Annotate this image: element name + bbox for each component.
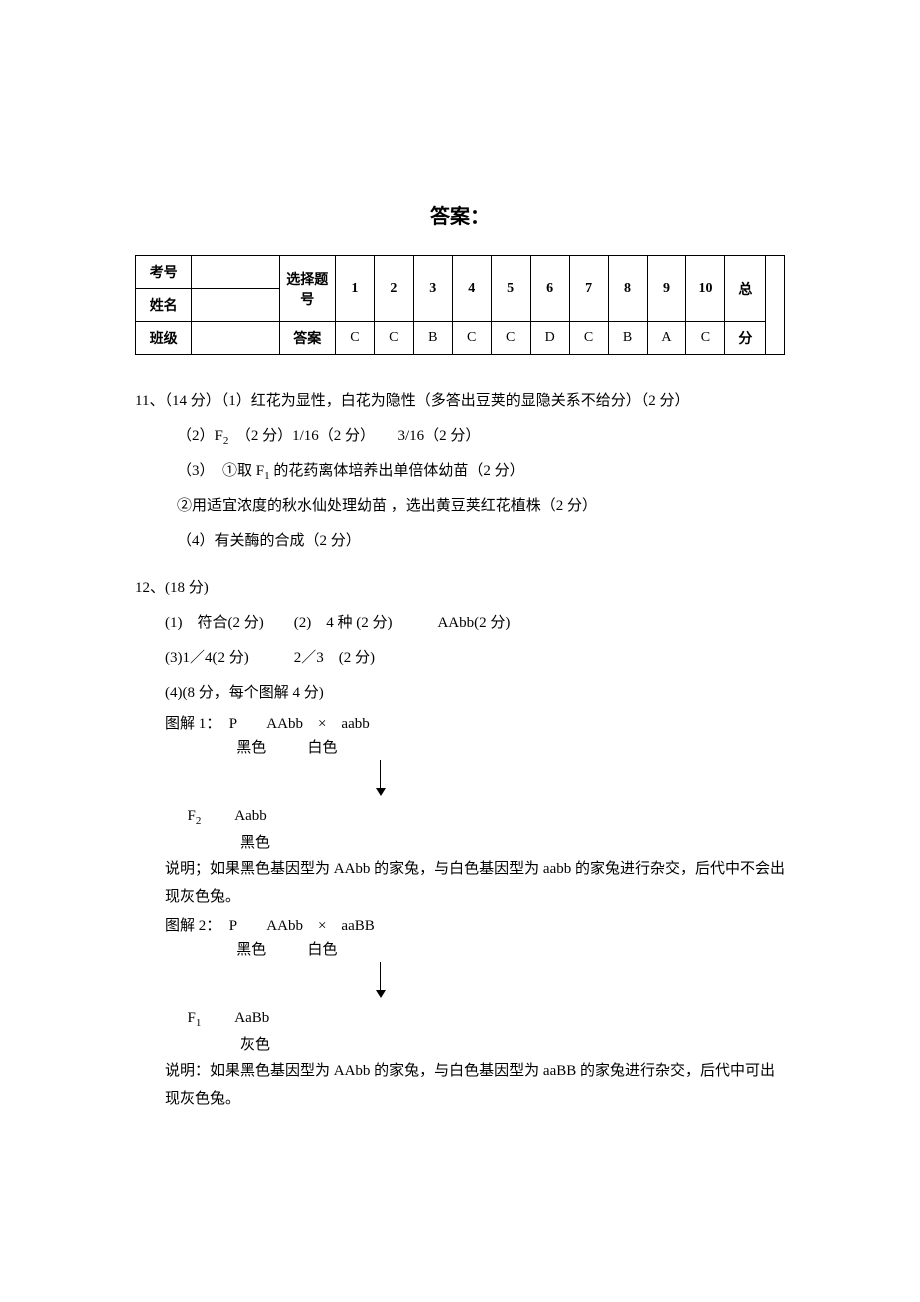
q11-header: 11、（14 分）（1）红花为显性，白花为隐性（多答出豆荚的显隐关系不给分）（2… xyxy=(135,385,785,418)
q12-line2: (3)1／4(2 分) 2／3 (2 分) xyxy=(135,642,785,675)
total-bottom: 分 xyxy=(725,322,766,355)
col-5: 5 xyxy=(491,256,530,322)
blank-kaohao xyxy=(192,256,279,289)
q12-line3: (4)(8 分，每个图解 4 分) xyxy=(135,677,785,710)
blank-banji xyxy=(192,322,279,355)
col-7: 7 xyxy=(569,256,608,322)
row-label-kaohao: 考号 xyxy=(136,256,192,289)
ans-10: C xyxy=(686,322,725,355)
answer-label: 答案 xyxy=(279,322,335,355)
col-4: 4 xyxy=(452,256,491,322)
ans-8: B xyxy=(608,322,647,355)
content-body: 11、（14 分）（1）红花为显性，白花为隐性（多答出豆荚的显隐关系不给分）（2… xyxy=(135,385,785,1114)
col-1: 1 xyxy=(335,256,374,322)
col-8: 8 xyxy=(608,256,647,322)
col-10: 10 xyxy=(686,256,725,322)
col-6: 6 xyxy=(530,256,569,322)
diagram-1: 图解 1： P AAbb × aabb 黑色 白色 F2 Aabb 黑色 xyxy=(165,712,785,855)
ans-2: C xyxy=(374,322,413,355)
col-9: 9 xyxy=(647,256,686,322)
answer-table: 考号 选择题号 1 2 3 4 5 6 7 8 9 10 总 姓名 班级 答案 … xyxy=(135,255,785,355)
ans-4: C xyxy=(452,322,491,355)
arrow-down-icon xyxy=(375,760,387,796)
q12-line1: (1) 符合(2 分) (2) 4 种 (2 分) AAbb(2 分) xyxy=(135,607,785,640)
blank-xingming xyxy=(192,289,279,322)
blank-end xyxy=(766,256,785,355)
q11-line5: （4）有关酶的合成（2 分） xyxy=(135,525,785,558)
q12-header: 12、(18 分) xyxy=(135,572,785,605)
q11-line4: ②用适宜浓度的秋水仙处理幼苗 ，选出黄豆荚红花植株（2 分） xyxy=(135,490,785,523)
ans-9: A xyxy=(647,322,686,355)
arrow-down-icon xyxy=(375,962,387,998)
total-top: 总 xyxy=(725,256,766,322)
ans-5: C xyxy=(491,322,530,355)
col-3: 3 xyxy=(413,256,452,322)
ans-1: C xyxy=(335,322,374,355)
page-title: 答案： xyxy=(135,200,785,229)
q11-line3: （3） ①取 F1 的花药离体培养出单倍体幼苗（2 分） xyxy=(135,455,785,488)
ans-6: D xyxy=(530,322,569,355)
q11-line2: （2）F2 （2 分）1/16（2 分） 3/16（2 分） xyxy=(135,420,785,453)
ans-3: B xyxy=(413,322,452,355)
diagram2-explain: 说明：如果黑色基因型为 AAbb 的家兔，与白色基因型为 aaBB 的家兔进行杂… xyxy=(135,1057,785,1114)
row-label-xingming: 姓名 xyxy=(136,289,192,322)
row-label-banji: 班级 xyxy=(136,322,192,355)
ans-7: C xyxy=(569,322,608,355)
diagram-2: 图解 2： P AAbb × aaBB 黑色 白色 F1 AaBb 灰色 xyxy=(165,914,785,1057)
diagram1-explain: 说明；如果黑色基因型为 AAbb 的家兔，与白色基因型为 aabb 的家兔进行杂… xyxy=(135,855,785,912)
col-2: 2 xyxy=(374,256,413,322)
col-header-left: 选择题号 xyxy=(279,256,335,322)
